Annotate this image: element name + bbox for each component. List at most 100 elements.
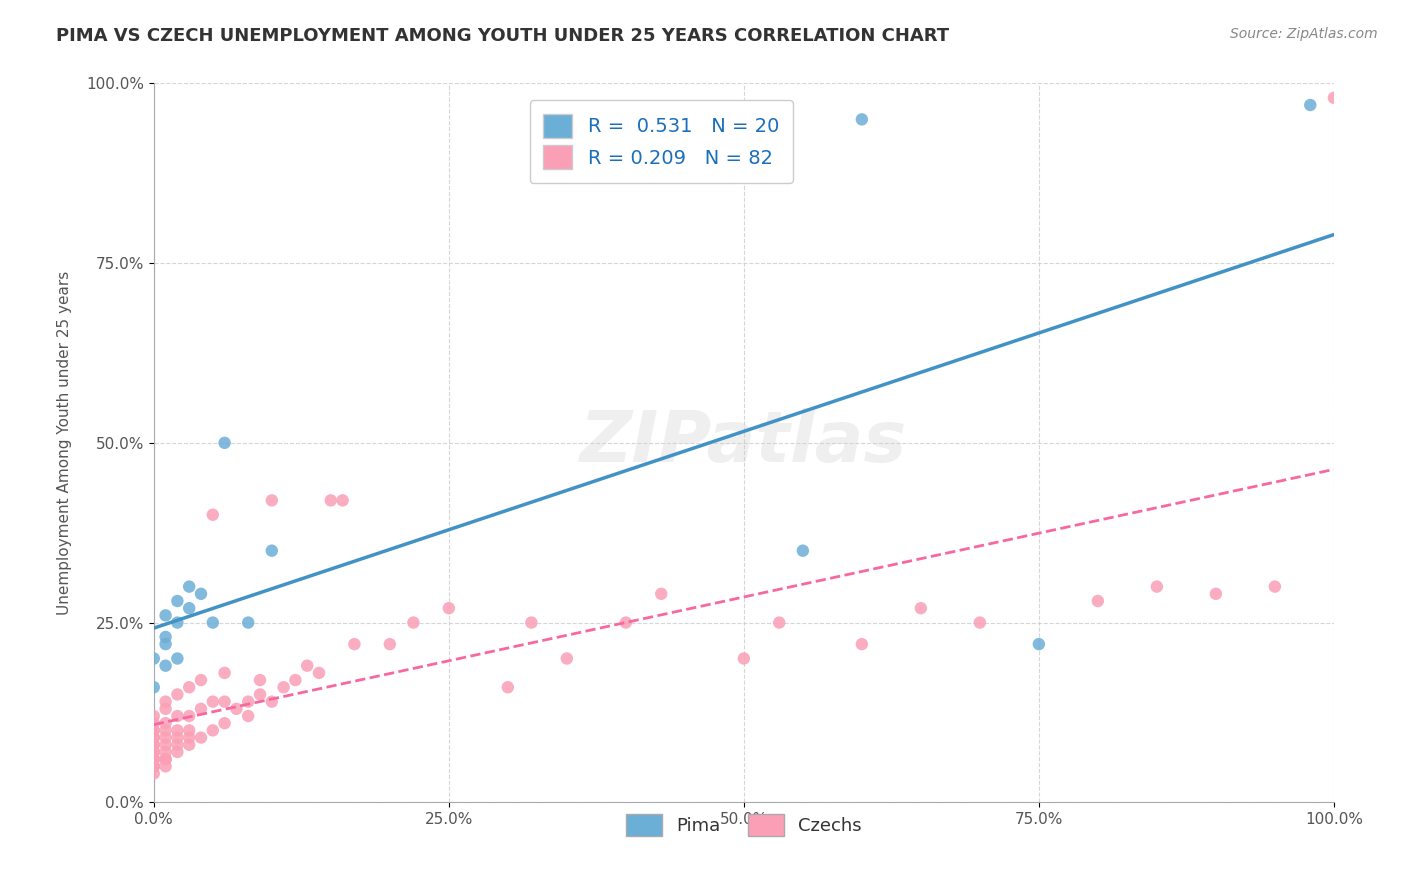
Point: [650, 587, 672, 601]
Point: [142, 752, 165, 766]
Point: [166, 615, 188, 630]
Point: [142, 731, 165, 745]
Point: [142, 759, 165, 773]
Point: [214, 695, 236, 709]
Point: [166, 594, 188, 608]
Point: [142, 752, 165, 766]
Point: [733, 651, 755, 665]
Point: [142, 745, 165, 759]
Point: [155, 716, 177, 731]
Point: [768, 615, 790, 630]
Point: [260, 543, 283, 558]
Point: [1299, 98, 1322, 112]
Point: [166, 651, 188, 665]
Point: [142, 745, 165, 759]
Point: [1146, 580, 1168, 594]
Point: [142, 709, 165, 723]
Point: [343, 637, 366, 651]
Point: [1323, 91, 1346, 105]
Point: [851, 112, 873, 127]
Point: [142, 651, 165, 665]
Point: [190, 731, 212, 745]
Point: [155, 752, 177, 766]
Point: [496, 680, 519, 694]
Point: [142, 738, 165, 752]
Point: [142, 745, 165, 759]
Point: [437, 601, 460, 615]
Point: [179, 601, 201, 615]
Point: [155, 759, 177, 773]
Point: [378, 637, 401, 651]
Point: [260, 493, 283, 508]
Point: [142, 752, 165, 766]
Point: [155, 695, 177, 709]
Point: [155, 752, 177, 766]
Point: [142, 723, 165, 738]
Point: [179, 580, 201, 594]
Point: [166, 688, 188, 702]
Point: [284, 673, 307, 687]
Point: [155, 745, 177, 759]
Point: [614, 615, 637, 630]
Point: [214, 665, 236, 680]
Point: [792, 543, 814, 558]
Point: [238, 615, 260, 630]
Point: [969, 615, 991, 630]
Point: [1087, 594, 1109, 608]
Point: [249, 688, 271, 702]
Point: [142, 738, 165, 752]
Point: [201, 615, 224, 630]
Text: ZIPatlas: ZIPatlas: [581, 409, 907, 477]
Point: [155, 702, 177, 716]
Point: [166, 709, 188, 723]
Point: [520, 615, 543, 630]
Point: [201, 723, 224, 738]
Point: [166, 745, 188, 759]
Text: PIMA VS CZECH UNEMPLOYMENT AMONG YOUTH UNDER 25 YEARS CORRELATION CHART: PIMA VS CZECH UNEMPLOYMENT AMONG YOUTH U…: [56, 27, 949, 45]
Point: [225, 702, 247, 716]
Point: [142, 723, 165, 738]
Point: [332, 493, 354, 508]
Point: [142, 766, 165, 780]
Point: [851, 637, 873, 651]
Point: [295, 658, 318, 673]
Point: [142, 759, 165, 773]
Point: [273, 680, 295, 694]
Y-axis label: Unemployment Among Youth under 25 years: Unemployment Among Youth under 25 years: [58, 271, 72, 615]
Point: [1264, 580, 1286, 594]
Point: [555, 651, 578, 665]
Point: [142, 752, 165, 766]
Point: [155, 731, 177, 745]
Point: [179, 723, 201, 738]
Point: [214, 435, 236, 450]
Point: [142, 680, 165, 694]
Point: [308, 665, 330, 680]
Point: [142, 745, 165, 759]
Point: [155, 608, 177, 623]
Text: Source: ZipAtlas.com: Source: ZipAtlas.com: [1230, 27, 1378, 41]
Point: [190, 587, 212, 601]
Point: [155, 637, 177, 651]
Point: [1205, 587, 1227, 601]
Point: [249, 673, 271, 687]
Point: [142, 759, 165, 773]
Point: [166, 731, 188, 745]
Point: [201, 508, 224, 522]
Point: [319, 493, 342, 508]
Point: [190, 702, 212, 716]
Point: [166, 738, 188, 752]
Point: [1028, 637, 1050, 651]
Point: [155, 630, 177, 644]
Point: [142, 716, 165, 731]
Point: [142, 731, 165, 745]
Point: [179, 680, 201, 694]
Point: [238, 709, 260, 723]
Point: [214, 716, 236, 731]
Point: [179, 709, 201, 723]
Point: [179, 738, 201, 752]
Point: [166, 723, 188, 738]
Point: [402, 615, 425, 630]
Point: [201, 695, 224, 709]
Legend: Pima, Czechs: Pima, Czechs: [619, 807, 869, 844]
Point: [910, 601, 932, 615]
